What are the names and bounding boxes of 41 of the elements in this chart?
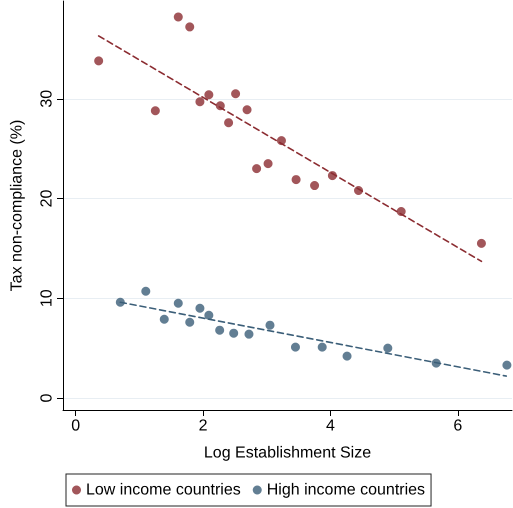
legend-label: High income countries <box>266 482 426 498</box>
point <box>174 298 183 308</box>
point <box>265 320 274 330</box>
point <box>195 304 204 313</box>
point <box>292 175 301 184</box>
x-tick-label: 4 <box>326 418 336 434</box>
point <box>383 344 392 353</box>
point <box>204 310 214 320</box>
point <box>150 106 160 116</box>
point <box>174 12 183 22</box>
y-tick-label: 30 <box>38 90 56 108</box>
point <box>502 360 512 370</box>
point <box>252 164 262 174</box>
legend-label: Low income countries <box>86 482 241 498</box>
point <box>310 181 320 190</box>
point <box>224 118 234 128</box>
y-tick-label: 10 <box>38 289 56 308</box>
point <box>185 318 194 327</box>
point <box>195 97 204 106</box>
point <box>185 22 194 32</box>
point <box>244 330 254 339</box>
x-tick-label: 0 <box>71 418 80 434</box>
x-tick-label: 6 <box>453 418 462 434</box>
point <box>476 238 486 248</box>
point <box>231 89 240 98</box>
point <box>264 159 273 168</box>
point <box>160 314 169 324</box>
x-tick-label: 2 <box>198 418 208 434</box>
point <box>229 328 238 338</box>
y-tick-label: 0 <box>38 393 56 402</box>
point <box>242 105 252 114</box>
y-axis-title: Tax non-compliance (%) <box>8 120 26 292</box>
point <box>215 326 224 335</box>
point <box>141 286 150 296</box>
point <box>342 352 352 361</box>
point <box>318 342 327 352</box>
point <box>94 56 104 66</box>
y-tick-label: 20 <box>38 190 56 208</box>
x-axis-title: Log Establishment Size <box>204 444 372 462</box>
point <box>290 342 300 352</box>
point <box>204 90 214 100</box>
